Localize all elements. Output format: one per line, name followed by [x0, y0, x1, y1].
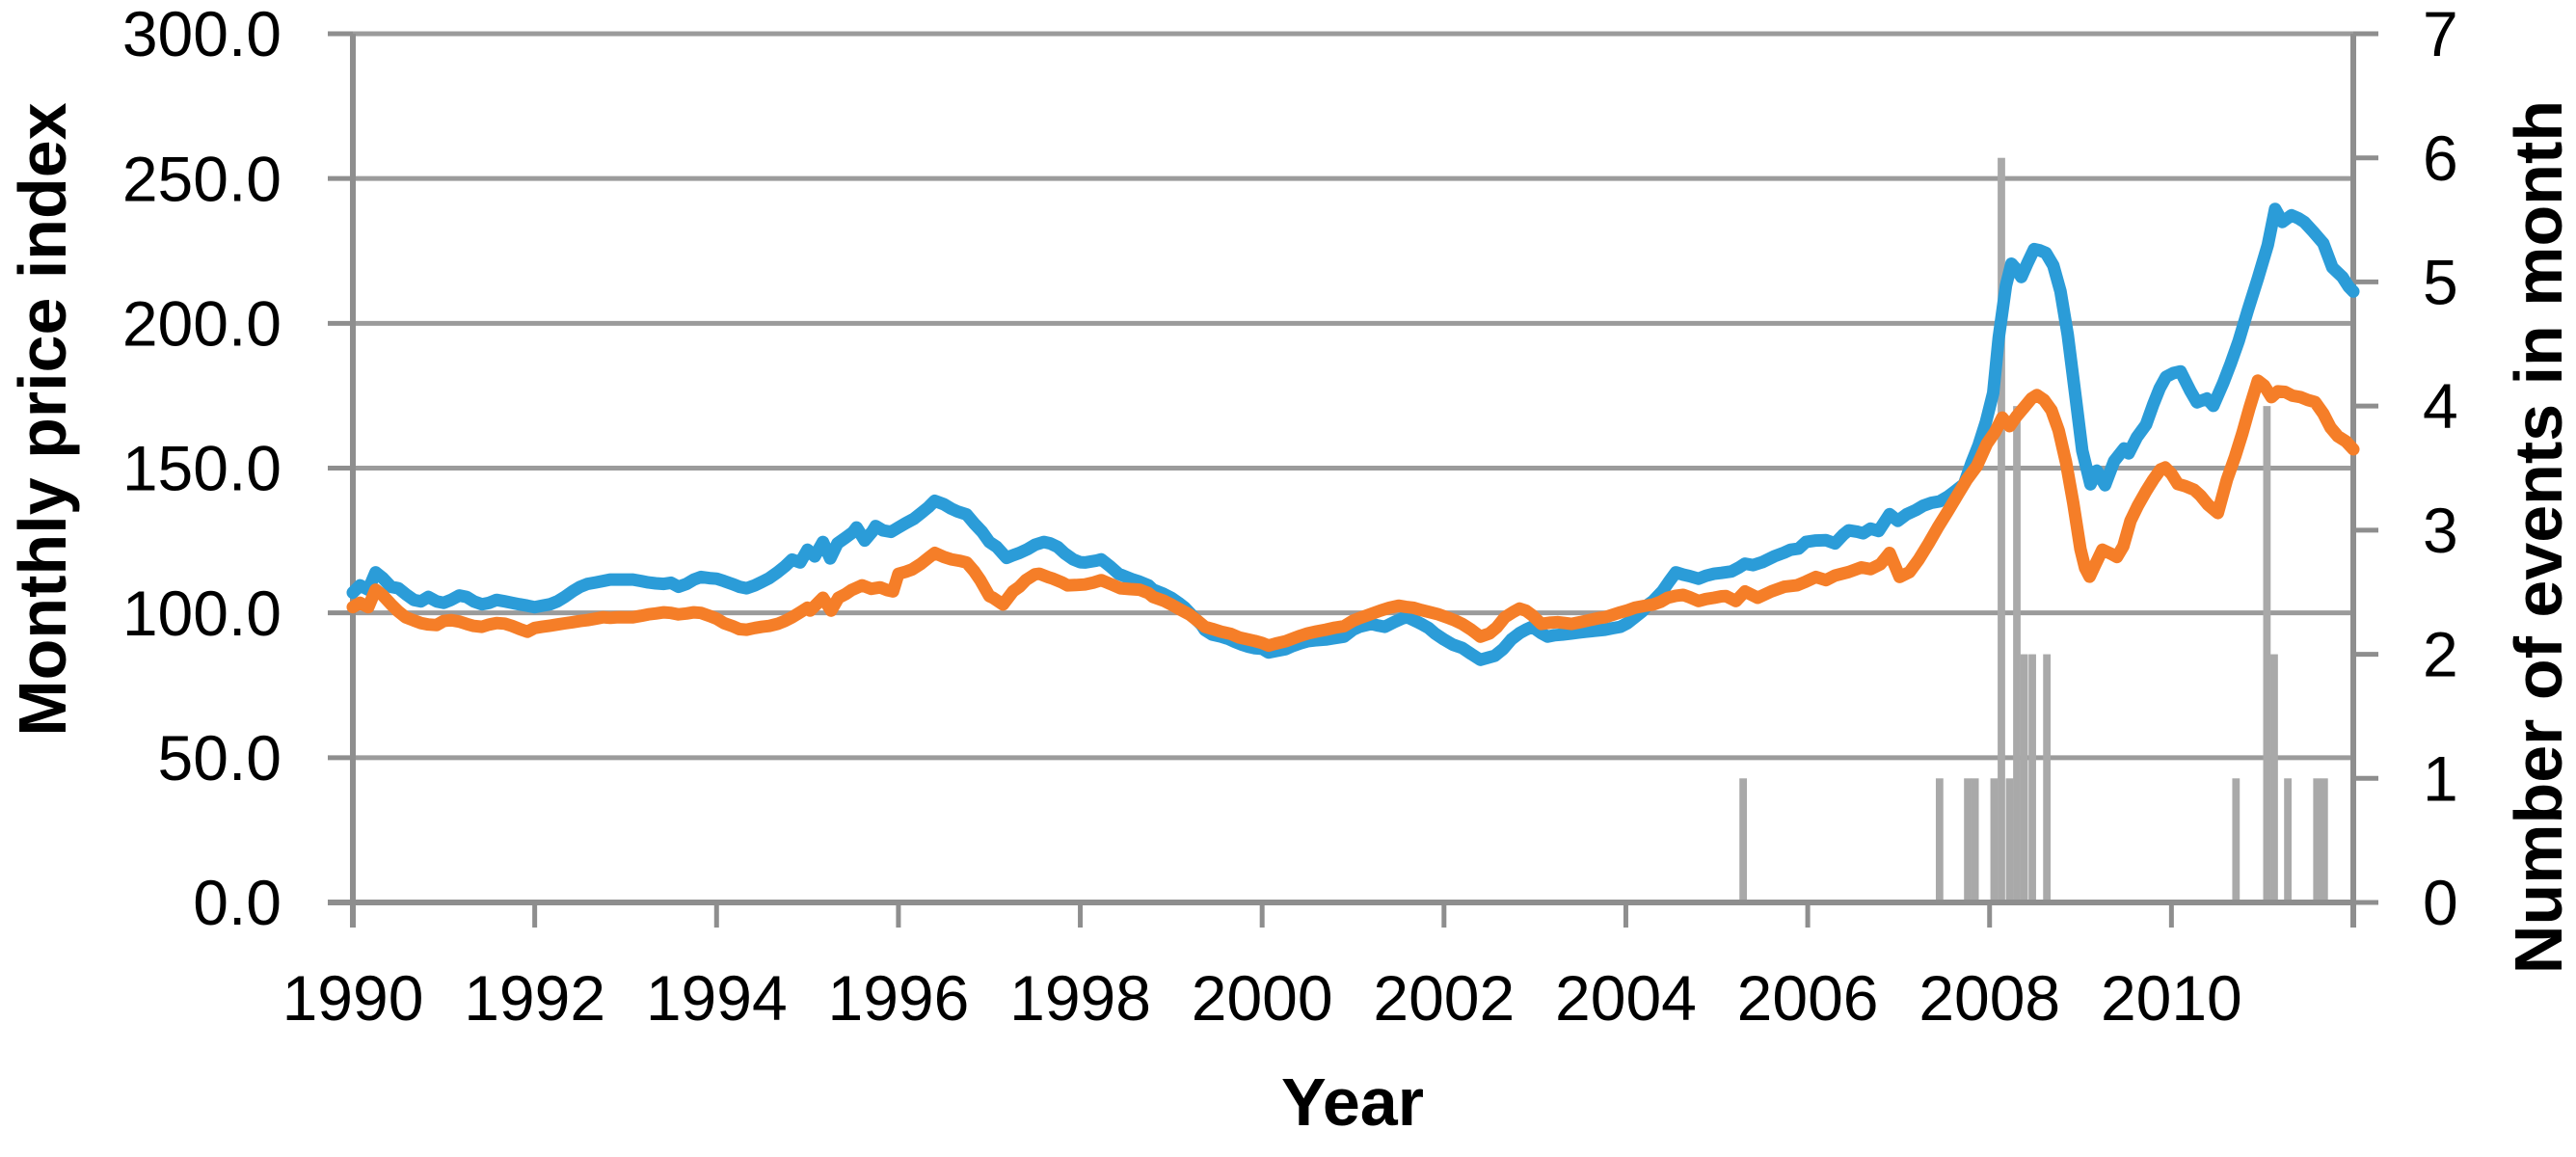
y-left-tick-label: 50.0	[158, 722, 282, 794]
event-bar	[1998, 157, 2005, 901]
event-bar	[1990, 778, 1999, 901]
x-tick-label: 2004	[1555, 962, 1697, 1034]
y-right-tick-label: 3	[2423, 495, 2458, 566]
event-bar	[2028, 654, 2036, 901]
orange_line	[346, 374, 2360, 653]
x-tick-label: 2002	[1373, 962, 1515, 1034]
y-right-tick-label: 0	[2423, 867, 2458, 938]
y-right-tick-label: 1	[2423, 742, 2458, 814]
blue_line	[346, 202, 2360, 666]
y-right-tick-label: 5	[2423, 247, 2458, 318]
event-bar	[1935, 778, 1944, 901]
x-tick-label: 2006	[1737, 962, 1879, 1034]
event-bar	[2320, 778, 2328, 901]
x-tick-label: 1994	[646, 962, 788, 1034]
x-tick-label: 1990	[282, 962, 424, 1034]
event-bar	[2270, 654, 2278, 901]
y-right-tick-label: 2	[2423, 619, 2458, 690]
x-tick-label: 2008	[1919, 962, 2060, 1034]
y-right-tick-label: 6	[2423, 122, 2458, 194]
y-left-tick-label: 300.0	[122, 0, 282, 69]
event-bar	[1739, 778, 1748, 901]
y-left-tick-label: 100.0	[122, 578, 282, 649]
event-bar	[2313, 778, 2321, 901]
x-tick-label: 2010	[2101, 962, 2242, 1034]
x-tick-label: 1996	[827, 962, 969, 1034]
y-right-tick-label: 4	[2423, 370, 2458, 442]
y-left-tick-label: 150.0	[122, 433, 282, 504]
event-bar	[2013, 406, 2021, 901]
x-tick-label: 1992	[464, 962, 605, 1034]
event-bar	[2263, 406, 2271, 901]
event-bar	[2232, 778, 2241, 901]
y-left-tick-label: 250.0	[122, 143, 282, 214]
event-bar	[2020, 654, 2028, 901]
event-bar	[2043, 654, 2052, 901]
x-tick-label: 2000	[1192, 962, 1333, 1034]
y-right-axis-title: Number of events in month	[2501, 99, 2576, 975]
y-left-tick-label: 200.0	[122, 287, 282, 359]
x-axis-title: Year	[1281, 1064, 1424, 1140]
y-left-axis-title: Monthly price index	[5, 102, 80, 737]
event-bar	[1964, 778, 1972, 901]
event-bar	[1971, 778, 1979, 901]
event-bar	[2005, 778, 2014, 901]
event-bar	[2284, 778, 2292, 901]
y-left-tick-label: 0.0	[193, 867, 282, 938]
y-right-tick-label: 7	[2423, 0, 2458, 69]
x-tick-label: 1998	[1009, 962, 1151, 1034]
